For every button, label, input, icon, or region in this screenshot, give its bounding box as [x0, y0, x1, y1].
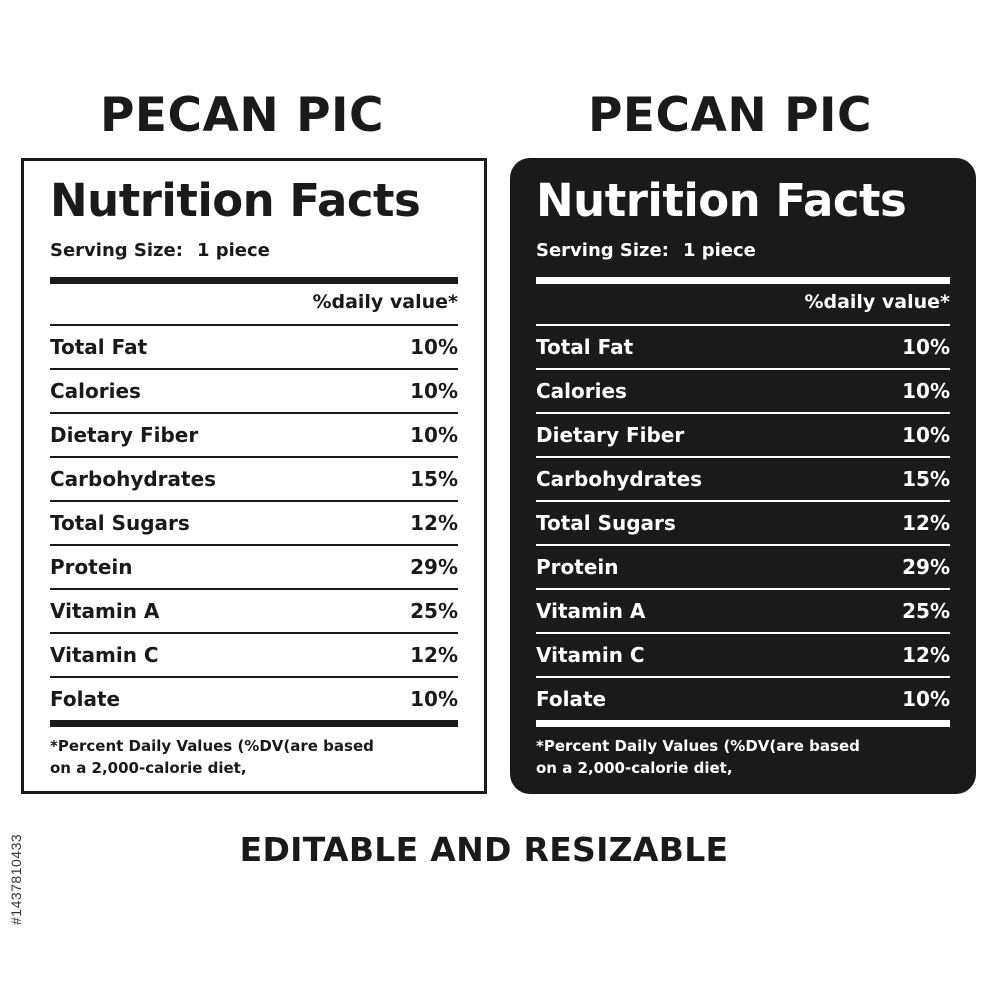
- nutrient-name: Calories: [536, 379, 627, 403]
- nutrient-row: Protein 29%: [50, 546, 458, 588]
- divider: [50, 456, 458, 458]
- nutrient-row: Calories 10%: [50, 370, 458, 412]
- divider: [536, 324, 950, 326]
- nutrient-value: 10%: [410, 687, 458, 711]
- nutrition-label-dark: Nutrition Facts Serving Size: 1 piece %da…: [510, 158, 976, 794]
- nutrient-value: 25%: [902, 599, 950, 623]
- nutrient-row: Carbohydrates 15%: [50, 458, 458, 500]
- nutrient-name: Total Fat: [50, 335, 148, 359]
- nutrient-name: Carbohydrates: [50, 467, 217, 491]
- divider: [50, 500, 458, 502]
- editable-caption: EDITABLE AND RESIZABLE: [239, 830, 729, 869]
- nutrient-value: 12%: [902, 643, 950, 667]
- nutrient-value: 15%: [410, 467, 458, 491]
- divider: [536, 676, 950, 678]
- nutrient-row: Dietary Fiber 10%: [50, 414, 458, 456]
- divider: [536, 500, 950, 502]
- thick-divider: [50, 277, 458, 284]
- nutrient-value: 10%: [902, 423, 950, 447]
- footnote-line: *Percent Daily Values (%DV(are based: [50, 737, 374, 755]
- nutrition-label-light: Nutrition Facts Serving Size: 1 piece %da…: [21, 158, 487, 794]
- product-title-left: PECAN PIC: [99, 88, 385, 143]
- nutrient-row: Total Sugars 12%: [536, 502, 950, 544]
- nutrient-row: Carbohydrates 15%: [536, 458, 950, 500]
- footnote-line: on a 2,000-calorie diet,: [536, 759, 733, 777]
- daily-value-header: %daily value*: [804, 291, 950, 313]
- daily-value-header: %daily value*: [312, 291, 458, 313]
- nutrient-name: Vitamin C: [536, 643, 645, 667]
- nutrient-row: Dietary Fiber 10%: [536, 414, 950, 456]
- nutrient-name: Vitamin C: [50, 643, 159, 667]
- divider: [50, 368, 458, 370]
- serving-size-value: 1 piece: [196, 240, 270, 261]
- divider: [536, 412, 950, 414]
- nutrient-value: 10%: [410, 423, 458, 447]
- nutrient-row: Folate 10%: [50, 678, 458, 720]
- divider: [50, 676, 458, 678]
- nutrient-name: Carbohydrates: [536, 467, 703, 491]
- thick-divider: [50, 720, 458, 727]
- footnote-line: *Percent Daily Values (%DV(are based: [536, 737, 860, 755]
- footnote-line: on a 2,000-calorie diet,: [50, 759, 247, 777]
- nutrient-name: Folate: [50, 687, 121, 711]
- divider: [536, 632, 950, 634]
- serving-size-label: Serving Size:: [536, 240, 669, 261]
- divider: [50, 544, 458, 546]
- nutrition-facts-title: Nutrition Facts: [536, 174, 907, 227]
- serving-size: Serving Size: 1 piece: [50, 239, 458, 263]
- divider: [50, 632, 458, 634]
- nutrient-value: 10%: [902, 335, 950, 359]
- nutrient-name: Total Sugars: [50, 511, 190, 535]
- nutrient-row: Vitamin A 25%: [536, 590, 950, 632]
- nutrient-row: Protein 29%: [536, 546, 950, 588]
- divider: [536, 456, 950, 458]
- nutrient-row: Vitamin C 12%: [50, 634, 458, 676]
- nutrient-value: 10%: [410, 379, 458, 403]
- nutrient-value: 10%: [902, 687, 950, 711]
- nutrient-name: Protein: [536, 555, 619, 579]
- nutrient-value: 12%: [902, 511, 950, 535]
- nutrient-row: Total Fat 10%: [50, 326, 458, 368]
- nutrient-name: Folate: [536, 687, 607, 711]
- nutrient-name: Total Sugars: [536, 511, 676, 535]
- nutrient-value: 12%: [410, 643, 458, 667]
- nutrient-row: Total Fat 10%: [536, 326, 950, 368]
- nutrient-name: Dietary Fiber: [50, 423, 199, 447]
- divider: [50, 324, 458, 326]
- divider: [536, 368, 950, 370]
- nutrient-value: 15%: [902, 467, 950, 491]
- nutrition-facts-title: Nutrition Facts: [50, 174, 421, 227]
- nutrient-name: Calories: [50, 379, 141, 403]
- footnote: *Percent Daily Values (%DV(are based on …: [50, 735, 458, 779]
- nutrient-value: 29%: [902, 555, 950, 579]
- divider: [536, 588, 950, 590]
- divider: [50, 412, 458, 414]
- serving-size: Serving Size: 1 piece: [536, 239, 950, 263]
- nutrient-value: 10%: [902, 379, 950, 403]
- divider: [536, 544, 950, 546]
- nutrient-value: 25%: [410, 599, 458, 623]
- serving-size-label: Serving Size:: [50, 240, 183, 261]
- nutrient-row: Vitamin A 25%: [50, 590, 458, 632]
- stock-id-text: #1437810433: [8, 833, 24, 925]
- thick-divider: [536, 277, 950, 284]
- nutrient-name: Vitamin A: [536, 599, 646, 623]
- nutrient-row: Folate 10%: [536, 678, 950, 720]
- nutrient-name: Vitamin A: [50, 599, 160, 623]
- nutrient-row: Calories 10%: [536, 370, 950, 412]
- nutrient-name: Protein: [50, 555, 133, 579]
- nutrient-value: 29%: [410, 555, 458, 579]
- divider: [50, 588, 458, 590]
- nutrient-row: Vitamin C 12%: [536, 634, 950, 676]
- product-title-right: PECAN PIC: [587, 88, 873, 143]
- thick-divider: [536, 720, 950, 727]
- footnote: *Percent Daily Values (%DV(are based on …: [536, 735, 950, 779]
- serving-size-value: 1 piece: [682, 240, 756, 261]
- nutrient-row: Total Sugars 12%: [50, 502, 458, 544]
- nutrient-name: Dietary Fiber: [536, 423, 685, 447]
- nutrient-name: Total Fat: [536, 335, 634, 359]
- nutrient-value: 12%: [410, 511, 458, 535]
- nutrient-value: 10%: [410, 335, 458, 359]
